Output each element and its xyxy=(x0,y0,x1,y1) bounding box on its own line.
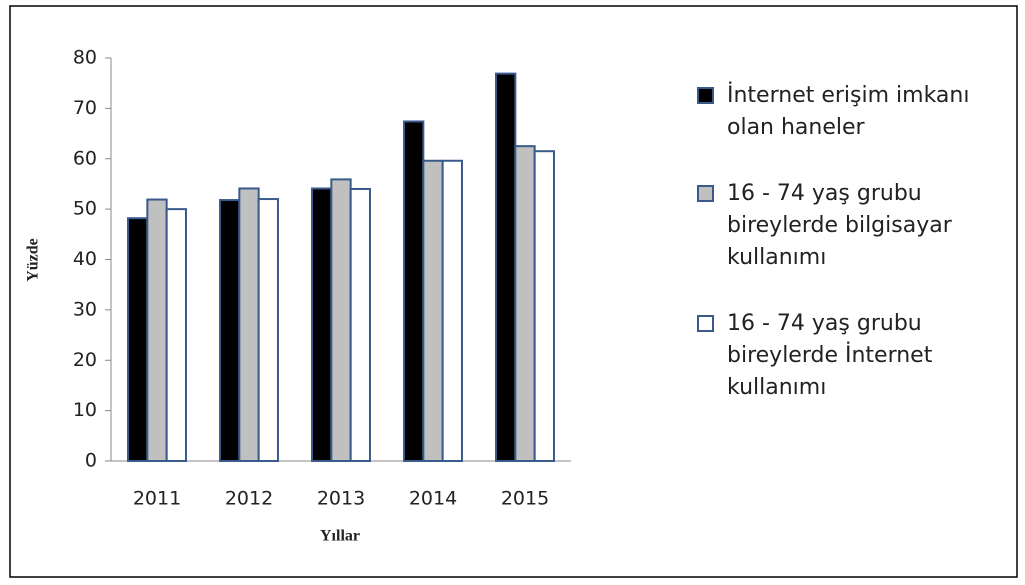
y-tick-label: 40 xyxy=(73,248,97,270)
bar xyxy=(495,72,517,463)
bar xyxy=(514,145,536,462)
y-tick-label: 10 xyxy=(73,399,97,421)
y-tick-label: 50 xyxy=(73,198,97,220)
bar xyxy=(441,159,463,462)
x-tick-label: 2012 xyxy=(225,488,273,510)
y-tick-label: 80 xyxy=(73,47,97,69)
bar xyxy=(422,159,444,462)
bar xyxy=(257,198,279,463)
legend-swatch xyxy=(697,87,714,104)
bar xyxy=(533,150,555,462)
x-tick-label: 2015 xyxy=(501,488,549,510)
y-tick-label: 20 xyxy=(73,349,97,371)
legend-entry: 16 - 74 yaş grubu bireylerde bilgisayar … xyxy=(697,178,997,274)
x-tick-label: 2014 xyxy=(409,488,457,510)
x-tick-label: 2011 xyxy=(133,488,181,510)
legend-label: 16 - 74 yaş grubu bireylerde İnternet ku… xyxy=(727,311,933,400)
y-tick-label: 70 xyxy=(73,97,97,119)
bar xyxy=(238,187,260,462)
legend-entry: İnternet erişim imkanı olan haneler xyxy=(697,80,997,144)
legend: İnternet erişim imkanı olan haneler 16 - … xyxy=(697,80,997,438)
bar xyxy=(311,187,333,462)
y-tick-label: 60 xyxy=(73,147,97,169)
bar xyxy=(127,217,149,462)
y-tick-label: 30 xyxy=(73,298,97,320)
y-axis-title: Yüzde xyxy=(25,238,42,282)
x-axis-title: Yıllar xyxy=(320,528,360,545)
bar xyxy=(146,198,168,463)
bar xyxy=(330,178,352,462)
bar xyxy=(219,199,241,462)
bar xyxy=(165,208,187,462)
frame xyxy=(9,5,1018,578)
legend-label: 16 - 74 yaş grubu bireylerde bilgisayar … xyxy=(727,181,952,270)
bar xyxy=(403,120,425,462)
legend-entry: 16 - 74 yaş grubu bireylerde İnternet ku… xyxy=(697,308,997,404)
y-tick-label: 0 xyxy=(85,450,97,472)
legend-swatch xyxy=(697,315,714,332)
x-tick-label: 2013 xyxy=(317,488,365,510)
legend-label: İnternet erişim imkanı olan haneler xyxy=(727,83,970,140)
bar xyxy=(349,187,371,462)
legend-swatch xyxy=(697,185,714,202)
